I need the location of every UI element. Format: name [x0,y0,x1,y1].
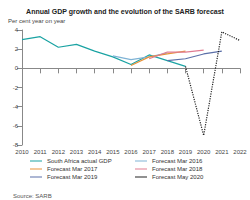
svg-text:2010: 2010 [15,149,29,155]
svg-text:2021: 2021 [215,149,229,155]
svg-text:2011: 2011 [34,149,48,155]
svg-text:2: 2 [15,46,19,52]
svg-text:Forecast Mar 2017: Forecast Mar 2017 [47,166,98,172]
svg-text:2012: 2012 [52,149,66,155]
svg-text:Annual GDP growth and the evol: Annual GDP growth and the evolution of t… [26,8,224,16]
svg-text:2018: 2018 [161,149,175,155]
svg-text:-6: -6 [13,123,19,129]
svg-text:4: 4 [15,27,19,33]
svg-text:Source: SARB: Source: SARB [13,193,52,199]
svg-text:South Africa actual GDP: South Africa actual GDP [47,158,112,164]
svg-text:Forecast May 2020: Forecast May 2020 [152,174,204,180]
svg-text:2014: 2014 [88,149,102,155]
svg-text:0: 0 [15,65,19,71]
svg-text:Forecast Mar 2016: Forecast Mar 2016 [152,158,203,164]
svg-text:-4: -4 [13,104,19,110]
svg-text:Per cent year on year: Per cent year on year [8,18,65,24]
svg-text:Forecast Mar 2019: Forecast Mar 2019 [47,174,98,180]
svg-text:2017: 2017 [142,149,156,155]
svg-text:-2: -2 [13,85,19,91]
svg-text:2019: 2019 [179,149,193,155]
svg-text:Forecast Mar 2018: Forecast Mar 2018 [152,166,203,172]
svg-text:2022: 2022 [233,149,247,155]
svg-text:2020: 2020 [197,149,211,155]
svg-text:2015: 2015 [106,149,120,155]
svg-text:-8: -8 [13,142,19,148]
svg-text:2013: 2013 [70,149,84,155]
svg-text:2016: 2016 [124,149,138,155]
